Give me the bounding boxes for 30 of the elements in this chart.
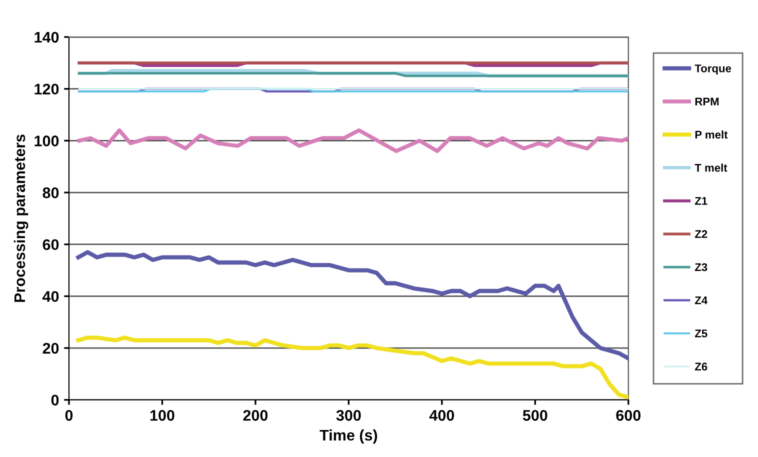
y-tick-label: 40	[42, 291, 59, 302]
legend-label: Torque	[694, 64, 732, 75]
line-series	[76, 336, 628, 400]
legend-label: T melt	[694, 164, 728, 172]
legend-label: Z5	[694, 330, 708, 338]
y-axis-title: Processing parameters	[14, 134, 28, 302]
y-tick-label: 0	[51, 394, 59, 406]
line-series	[77, 128, 628, 154]
x-tick-label: 400	[429, 410, 454, 421]
y-tick-label: 120	[34, 84, 59, 95]
y-tick-label: 100	[34, 136, 59, 146]
y-tick-label: 140	[34, 32, 59, 43]
x-tick-label: 0	[65, 410, 73, 421]
x-tick-label: 500	[522, 410, 548, 421]
legend-label: Z4	[694, 296, 708, 304]
x-tick-label: 300	[336, 410, 361, 421]
legend-label: Z2	[694, 230, 708, 238]
y-tick-label: 60	[42, 239, 59, 250]
legend-label: P melt	[695, 130, 728, 139]
x-tick-label: 200	[243, 410, 268, 421]
legend-label: Z3	[694, 263, 708, 272]
x-axis-title: Time (s)	[320, 429, 378, 444]
line-series	[76, 250, 628, 360]
legend-label: Z6	[694, 362, 708, 371]
y-tick-label: 80	[42, 187, 59, 198]
legend-label: Z1	[694, 197, 708, 205]
y-tick-label: 20	[42, 342, 59, 354]
legend-label: RPM	[695, 98, 719, 106]
x-tick-label: 600	[616, 410, 640, 421]
x-tick-label: 100	[150, 410, 174, 421]
